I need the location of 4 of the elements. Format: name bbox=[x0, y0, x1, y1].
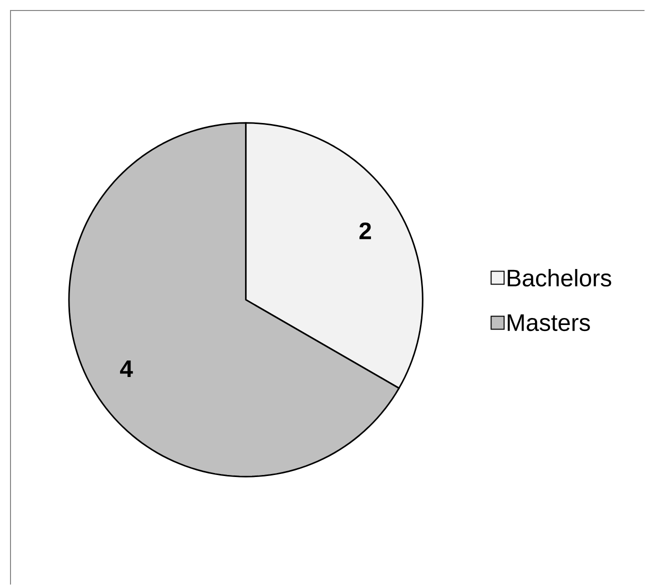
data-label: 4 bbox=[120, 360, 133, 377]
legend-label: Bachelors bbox=[508, 268, 612, 287]
legend-label: Masters bbox=[508, 314, 590, 332]
data-label: 2 bbox=[359, 222, 371, 240]
